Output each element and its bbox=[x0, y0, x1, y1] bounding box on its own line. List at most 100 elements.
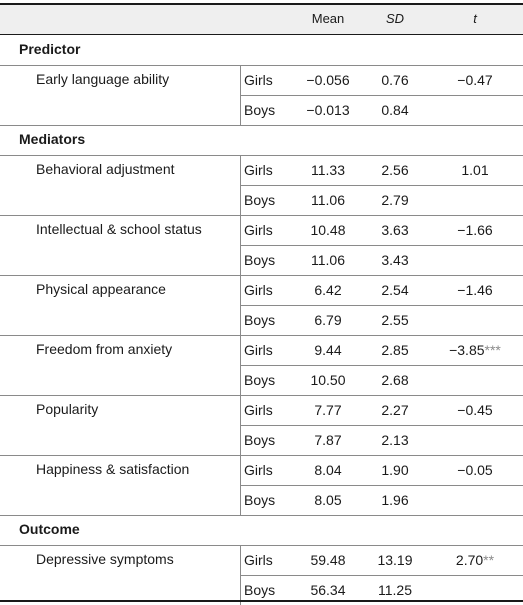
group-rule bbox=[240, 305, 523, 306]
group-label: Girls bbox=[244, 342, 273, 358]
group-label: Girls bbox=[244, 282, 273, 298]
group-column-divider bbox=[240, 395, 241, 455]
group-label: Girls bbox=[244, 222, 273, 238]
group-column-divider bbox=[240, 155, 241, 215]
cell-mean: 11.33 bbox=[311, 162, 345, 178]
group-label: Boys bbox=[244, 582, 276, 598]
group-column-divider bbox=[240, 455, 241, 515]
group-column-divider bbox=[240, 335, 241, 395]
variable-rule bbox=[0, 215, 523, 216]
cell-sd: 13.19 bbox=[377, 552, 413, 568]
group-label: Boys bbox=[244, 492, 276, 508]
cell-sd: 1.96 bbox=[381, 492, 409, 508]
cell-mean: 7.87 bbox=[314, 432, 342, 448]
cell-sd: 0.76 bbox=[381, 72, 409, 88]
group-rule bbox=[240, 485, 523, 486]
cell-sd: 2.27 bbox=[381, 402, 409, 418]
group-label: Girls bbox=[244, 162, 273, 178]
cell-t-value: 2.70 bbox=[455, 552, 484, 568]
group-label: Boys bbox=[244, 102, 276, 118]
variable-rule bbox=[0, 395, 523, 396]
cell-t: −0.45 bbox=[430, 401, 520, 419]
group-label: Boys bbox=[244, 432, 276, 448]
header-mean: Mean bbox=[311, 11, 345, 26]
variable-rule bbox=[0, 335, 523, 336]
cell-sd: 2.55 bbox=[381, 312, 409, 328]
variable-label: Behavioral adjustment bbox=[36, 161, 175, 177]
variable-label: Popularity bbox=[36, 401, 99, 417]
group-label: Boys bbox=[244, 312, 276, 328]
cell-t-value: −0.45 bbox=[457, 402, 493, 418]
group-label: Girls bbox=[244, 462, 273, 478]
group-label: Boys bbox=[244, 192, 276, 208]
cell-mean: 9.44 bbox=[314, 342, 342, 358]
cell-mean: 10.48 bbox=[310, 222, 346, 238]
section-title: Predictor bbox=[19, 41, 81, 57]
cell-t: −1.46 bbox=[430, 281, 520, 299]
cell-t: −0.05 bbox=[430, 461, 520, 479]
cell-sd: 1.90 bbox=[381, 462, 409, 478]
cell-mean: −0.013 bbox=[306, 102, 350, 118]
table-top-rule bbox=[0, 3, 523, 5]
group-rule bbox=[240, 95, 523, 96]
group-label: Girls bbox=[244, 72, 273, 88]
cell-mean: 6.79 bbox=[314, 312, 342, 328]
variable-label: Freedom from anxiety bbox=[36, 341, 173, 357]
group-label: Boys bbox=[244, 252, 276, 268]
cell-sd: 2.68 bbox=[381, 372, 409, 388]
cell-t: −1.66 bbox=[430, 221, 520, 239]
header-background bbox=[0, 3, 523, 35]
variable-rule bbox=[0, 455, 523, 456]
cell-mean: 10.50 bbox=[310, 372, 346, 388]
variable-rule bbox=[0, 275, 523, 276]
cell-t: 2.70** bbox=[430, 551, 520, 569]
cell-sd: 3.63 bbox=[381, 222, 409, 238]
cell-sd: 2.54 bbox=[381, 282, 409, 298]
table-bottom-rule bbox=[0, 600, 523, 602]
section-title: Mediators bbox=[19, 131, 86, 147]
group-rule bbox=[240, 245, 523, 246]
group-label: Boys bbox=[244, 372, 276, 388]
cell-t-value: −1.46 bbox=[457, 282, 493, 298]
header-t: t bbox=[473, 11, 477, 26]
cell-t-value: −1.66 bbox=[457, 222, 493, 238]
cell-mean: 11.06 bbox=[311, 192, 345, 208]
header-sd: SD bbox=[385, 11, 405, 26]
group-rule bbox=[240, 425, 523, 426]
variable-label: Intellectual & school status bbox=[36, 221, 202, 237]
section-rule bbox=[0, 515, 523, 516]
variable-label: Happiness & satisfaction bbox=[36, 461, 190, 477]
section-rule bbox=[0, 155, 523, 156]
group-label: Girls bbox=[244, 552, 273, 568]
cell-sd: 2.56 bbox=[381, 162, 409, 178]
cell-mean: 6.42 bbox=[314, 282, 342, 298]
group-column-divider bbox=[240, 215, 241, 275]
cell-t-value: −0.47 bbox=[457, 72, 493, 88]
group-label: Girls bbox=[244, 402, 273, 418]
cell-mean: 11.06 bbox=[311, 252, 345, 268]
section-rule bbox=[0, 545, 523, 546]
cell-t-value: 1.01 bbox=[461, 162, 489, 178]
cell-sd: 2.13 bbox=[381, 432, 409, 448]
cell-sd: 2.85 bbox=[381, 342, 409, 358]
significance-marker: ** bbox=[483, 552, 495, 568]
variable-label: Physical appearance bbox=[36, 281, 166, 297]
cell-t-value: −3.85 bbox=[449, 342, 485, 358]
section-rule bbox=[0, 125, 523, 126]
variable-label: Early language ability bbox=[36, 71, 170, 87]
group-rule bbox=[240, 575, 523, 576]
section-title: Outcome bbox=[19, 521, 80, 537]
cell-mean: 8.05 bbox=[314, 492, 342, 508]
group-column-divider bbox=[240, 275, 241, 335]
cell-mean: 7.77 bbox=[314, 402, 342, 418]
cell-sd: 2.79 bbox=[381, 192, 409, 208]
group-column-divider bbox=[240, 545, 241, 605]
cell-t: −0.47 bbox=[430, 71, 520, 89]
cell-t: 1.01 bbox=[430, 161, 520, 179]
cell-mean: 56.34 bbox=[310, 582, 346, 598]
group-column-divider bbox=[240, 65, 241, 125]
header-rule bbox=[0, 34, 523, 35]
cell-sd: 3.43 bbox=[381, 252, 409, 268]
significance-marker: *** bbox=[484, 342, 501, 358]
